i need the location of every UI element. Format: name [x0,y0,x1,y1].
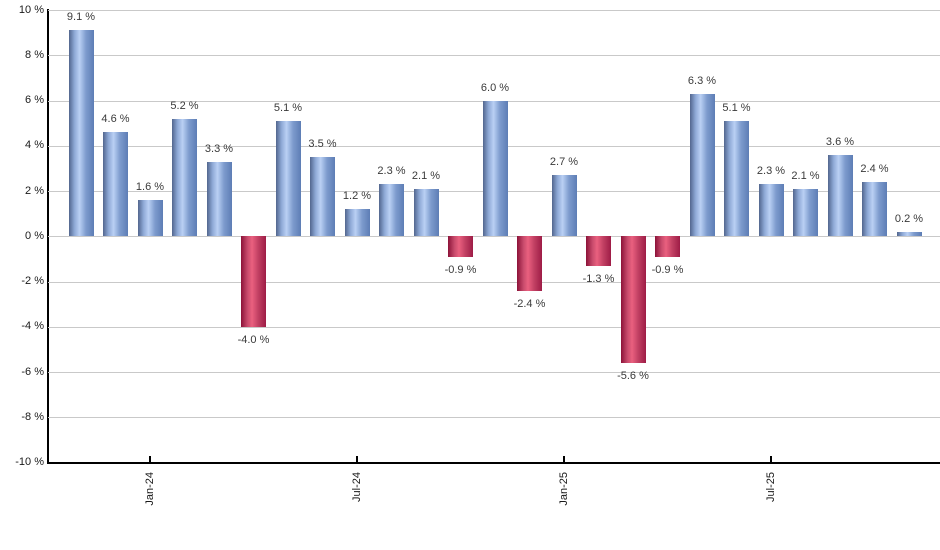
y-axis-tick-label: -8 % [21,410,44,423]
bar-value-label: 3.6 % [825,135,855,148]
gridline [48,55,940,57]
bar[interactable] [620,236,646,363]
bar-value-label: 2.3 % [377,165,406,178]
bar-value-label: 5.1 % [722,101,751,114]
bar-value-label: -0.9 % [444,263,477,276]
x-axis-tick [770,456,772,462]
bar-value-label: -1.3 % [582,272,615,285]
bar[interactable] [103,132,128,237]
bar[interactable] [68,30,94,237]
bar[interactable] [724,120,749,237]
bar-value-label: 5.2 % [170,99,199,112]
bar[interactable] [482,100,508,237]
bar[interactable] [689,93,715,237]
gridline [48,372,940,374]
bar-value-label: 2.4 % [860,163,889,175]
gridline [48,236,940,238]
bar-value-label: 1.6 % [135,181,165,194]
bar[interactable] [241,236,266,327]
bar-value-label: 4.6 % [101,113,130,126]
bar-value-label: 6.3 % [687,74,717,87]
bar[interactable] [379,184,404,237]
bar[interactable] [172,118,197,237]
gridline [48,417,940,419]
bar-value-label: -5.6 % [617,370,649,382]
x-axis-tick-label-text: Jan-25 [558,472,570,506]
bar[interactable] [793,188,818,237]
bar-value-label: -4.0 % [237,333,270,346]
bar-value-label: -2.4 % [513,297,546,310]
bar[interactable] [827,154,853,237]
bar[interactable] [551,175,577,237]
y-axis-tick-label: 4 % [25,139,44,152]
y-axis-tick-label: -4 % [21,320,44,333]
bar[interactable] [344,209,370,237]
y-axis-tick-label: 2 % [25,184,44,197]
x-axis-tick [563,456,565,462]
bar[interactable] [655,236,680,257]
bar-value-label: 9.1 % [66,11,96,24]
x-axis-tick-label-text: Jul-24 [351,472,363,502]
bar[interactable] [862,182,887,237]
bar[interactable] [896,231,922,237]
x-axis-tick-label: Jan-25 [557,469,571,509]
gridline [48,10,940,11]
bar[interactable] [206,161,232,237]
y-axis-tick-label: 6 % [25,94,44,106]
bar[interactable] [275,120,301,237]
y-axis-tick-label: 10 % [18,3,44,16]
bar-value-label: -0.9 % [651,263,684,276]
bar-value-label: 2.7 % [549,156,579,169]
x-axis-tick [149,456,151,462]
bar[interactable] [758,184,784,237]
x-axis-tick-label-text: Jul-25 [765,472,777,502]
gridline [48,326,940,328]
gridline [48,281,940,283]
bar-value-label: 0.2 % [894,212,924,225]
bar[interactable] [137,200,163,237]
y-axis-tick-label: -2 % [21,275,44,288]
bar[interactable] [586,236,611,266]
x-axis-tick [356,456,358,462]
bar[interactable] [413,188,439,237]
y-axis-tick-label: 8 % [25,48,44,61]
x-axis-tick-label: Jan-24 [143,469,157,509]
bar-value-label: 2.1 % [411,169,441,182]
x-axis-tick-label: Jul-25 [764,469,778,509]
bar-value-label: 5.1 % [273,101,303,114]
bar-value-label: 3.5 % [308,138,337,151]
y-axis-tick-label: -10 % [15,456,44,469]
bar[interactable] [517,236,542,291]
bar-value-label: 2.1 % [791,169,820,182]
x-axis-tick-label: Jul-24 [350,469,364,509]
y-axis-tick-label: 0 % [25,229,44,242]
x-axis-tick-label-text: Jan-24 [144,472,156,506]
y-axis-tick-label: -6 % [21,365,44,378]
bar-value-label: 2.3 % [756,165,786,178]
bar[interactable] [310,157,335,237]
x-axis-line [47,462,940,464]
bar-value-label: 3.3 % [204,142,234,155]
bar-value-label: 1.2 % [342,190,372,203]
bar-value-label: 6.0 % [480,81,510,94]
bar[interactable] [448,236,473,257]
